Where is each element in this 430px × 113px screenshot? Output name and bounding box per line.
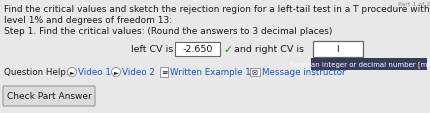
Bar	[175, 43, 219, 56]
Text: ►: ►	[70, 70, 74, 75]
Text: -2.650: -2.650	[182, 45, 212, 54]
Text: Check Part Answer: Check Part Answer	[6, 92, 91, 101]
Text: Written Example 1: Written Example 1	[169, 68, 250, 77]
Text: Part 1 of 2: Part 1 of 2	[397, 2, 429, 7]
Text: ✓: ✓	[222, 45, 232, 54]
Text: ✉: ✉	[252, 69, 257, 75]
Text: Step 1. Find the critical values: (Round the answers to 3 decimal places): Step 1. Find the critical values: (Round…	[4, 27, 332, 36]
Bar	[310, 59, 426, 70]
Text: Video 2: Video 2	[122, 68, 154, 77]
Text: Video 1: Video 1	[78, 68, 111, 77]
Bar	[249, 68, 259, 76]
Text: and right CV is: and right CV is	[233, 45, 303, 54]
Text: level 1% and degrees of freedom 13:: level 1% and degrees of freedom 13:	[4, 16, 172, 25]
Text: I: I	[336, 45, 338, 54]
Circle shape	[68, 68, 76, 77]
Text: Enter an integer or decimal number [more...]: Enter an integer or decimal number [more…	[289, 61, 430, 68]
Bar	[312, 42, 362, 58]
Text: Find the critical values and sketch the rejection region for a left-tail test in: Find the critical values and sketch the …	[4, 5, 430, 14]
Text: Message instructor: Message instructor	[261, 68, 345, 77]
FancyBboxPatch shape	[3, 86, 95, 106]
Circle shape	[111, 68, 120, 77]
Text: left CV is: left CV is	[130, 45, 172, 54]
Text: ≡: ≡	[160, 68, 167, 77]
Text: Question Help:: Question Help:	[4, 68, 69, 77]
Text: ►: ►	[114, 70, 118, 75]
Bar	[160, 67, 168, 77]
